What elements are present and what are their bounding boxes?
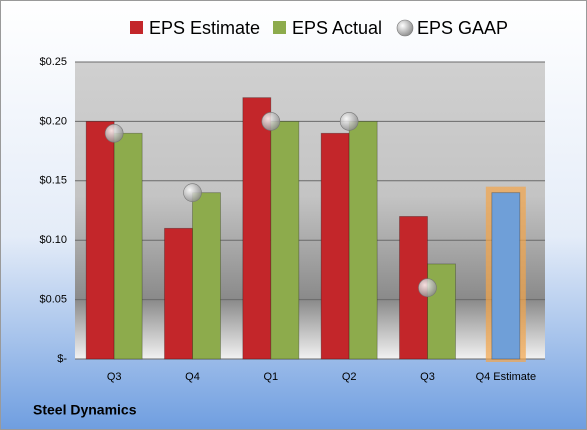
gaap-marker: [104, 123, 124, 143]
gaap-marker: [261, 112, 281, 131]
x-tick-label: Q3: [420, 371, 435, 383]
y-tick-label: $0.20: [39, 115, 67, 127]
y-tick-label: $0.25: [39, 56, 67, 68]
bar: [270, 121, 300, 360]
y-tick-label: $0.05: [39, 294, 67, 306]
y-tick-label: $0.10: [39, 234, 67, 246]
x-tick-label: Q1: [263, 371, 278, 383]
bar: [192, 192, 221, 360]
x-tick-label: Q3: [107, 371, 122, 383]
gaap-marker: [418, 278, 437, 298]
y-tick-label: $-: [57, 353, 67, 365]
bar: [164, 227, 193, 360]
gaap-marker: [339, 112, 359, 131]
x-tick-label: Q4: [185, 371, 200, 383]
bar: [348, 121, 378, 360]
y-tick-label: $0.15: [39, 175, 67, 187]
plot-area: [75, 62, 545, 359]
legend-swatch: [130, 21, 143, 34]
bar: [491, 192, 521, 360]
bar: [242, 97, 272, 360]
gaap-marker: [183, 183, 202, 202]
bar: [113, 132, 143, 360]
bar: [320, 132, 350, 360]
legend-label: EPS Estimate: [149, 18, 260, 38]
legend-swatch: [273, 21, 286, 34]
legend-label: EPS Actual: [292, 18, 382, 38]
legend-label: EPS GAAP: [417, 18, 508, 38]
x-tick-label: Q2: [342, 371, 357, 383]
bar: [427, 263, 456, 360]
legend-swatch: [396, 19, 414, 37]
chart-title: Steel Dynamics: [33, 402, 137, 418]
bar: [85, 121, 115, 360]
x-tick-label: Q4 Estimate: [476, 371, 537, 383]
